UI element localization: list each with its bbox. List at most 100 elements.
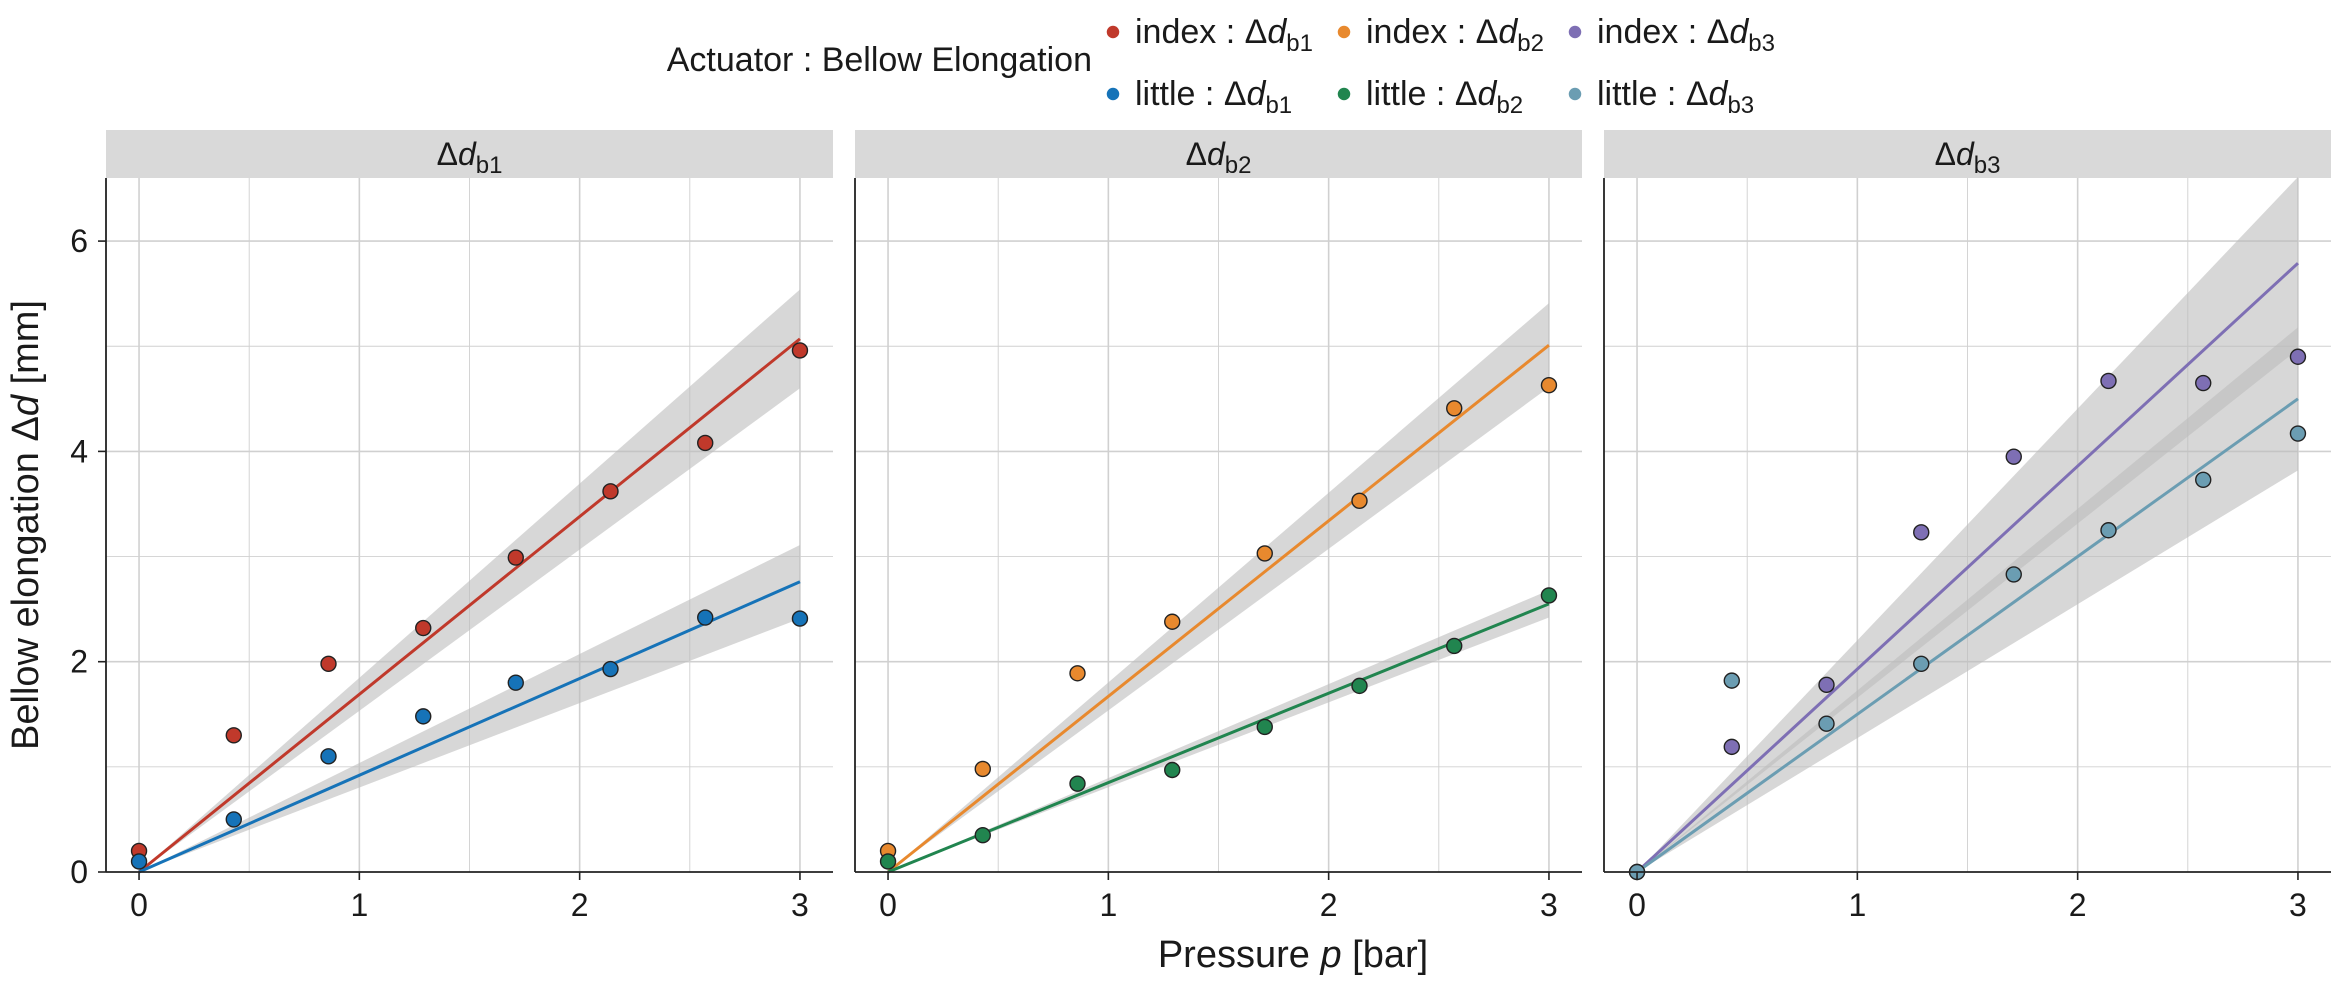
x-tick-label: 1 — [1099, 887, 1117, 923]
data-point — [1164, 613, 1181, 630]
legend-swatch — [1336, 86, 1352, 102]
legend-title: Actuator : Bellow Elongation — [667, 41, 1092, 79]
x-tick-label: 0 — [879, 887, 897, 923]
data-point — [697, 609, 714, 626]
data-point — [974, 760, 991, 778]
regression-line — [138, 337, 801, 874]
confidence-band — [1637, 176, 2298, 872]
legend-item: index : Δdb1 — [1105, 13, 1313, 57]
legend-label: index : Δdb1 — [1135, 13, 1313, 57]
legend-swatch — [1105, 24, 1121, 40]
data-point — [2195, 374, 2212, 392]
axis-titles: Pressure p [bar] Bellow elongation Δd [mm… — [5, 300, 1428, 976]
regression-line — [138, 580, 801, 874]
legend-swatch — [1567, 24, 1583, 40]
confidence-band — [888, 303, 1549, 872]
panel-2: Δdb2​ 0 1 2 3 — [854, 130, 1582, 923]
data-point — [2005, 566, 2022, 583]
legend-label: index : Δdb2 — [1366, 13, 1544, 57]
x-tick-label: 0 — [130, 887, 148, 923]
data-point — [225, 811, 242, 828]
data-point — [1069, 775, 1086, 792]
data-point — [1913, 655, 1930, 672]
facet-strip-label: Δdb2​ — [1186, 136, 1252, 179]
data-point — [1446, 400, 1463, 417]
x-tick-label: 3 — [791, 887, 809, 923]
panel-3: Δdb3​ 0 1 2 3 — [1603, 130, 2331, 923]
x-tick-label: 0 — [1628, 887, 1646, 923]
data-point — [320, 655, 337, 672]
facet-strip — [1604, 130, 2331, 178]
data-point — [320, 748, 337, 765]
data-point — [1351, 492, 1368, 510]
regression-line — [1636, 397, 2299, 874]
confidence-band — [139, 289, 800, 873]
data-point — [697, 434, 714, 452]
panel-1: Δdb1​ 0 1 2 3 0 2 4 6 — [70, 130, 833, 923]
regression-line — [887, 344, 1550, 874]
legend-label: little : Δdb2 — [1366, 75, 1523, 119]
confidence-band — [139, 544, 800, 872]
data-point — [1256, 718, 1273, 736]
y-tick-label: 2 — [70, 644, 88, 680]
data-point — [791, 610, 809, 627]
x-tick-label: 3 — [2289, 887, 2307, 923]
data-point — [1540, 587, 1558, 604]
regression-line — [1636, 262, 2299, 874]
x-tick-label: 2 — [571, 887, 589, 923]
legend-swatch — [1105, 86, 1121, 102]
data-point — [1164, 761, 1181, 779]
y-tick-label: 6 — [70, 223, 88, 259]
data-point — [1540, 376, 1558, 394]
y-axis-title: Bellow elongation Δd [mm] — [5, 300, 47, 750]
regression-line — [887, 602, 1550, 874]
legend-label: index : Δdb3 — [1597, 13, 1775, 57]
x-tick-label: 1 — [350, 887, 368, 923]
data-point — [415, 708, 432, 725]
data-point — [1913, 524, 1930, 541]
gridlines — [855, 178, 1582, 872]
data-point — [2005, 448, 2022, 465]
confidence-band — [888, 590, 1549, 872]
legend-item: index : Δdb3 — [1567, 13, 1775, 57]
x-tick-label: 3 — [1540, 887, 1558, 923]
confidence-band — [1637, 327, 2298, 872]
data-point — [602, 483, 619, 500]
data-point — [2289, 348, 2307, 365]
legend-item: little : Δdb1 — [1105, 75, 1292, 119]
y-tick-label: 0 — [70, 854, 88, 890]
legend-swatch — [1336, 24, 1352, 40]
facet-strip-label: Δdb1​ — [437, 136, 503, 179]
data-point — [1723, 672, 1740, 689]
data-point — [791, 342, 809, 359]
data-point — [2100, 372, 2117, 390]
data-point — [1818, 715, 1835, 732]
data-point — [507, 674, 524, 691]
y-tick-label: 4 — [70, 433, 88, 469]
facet-strip-label: Δdb3​ — [1935, 136, 2001, 179]
legend-item: index : Δdb2 — [1336, 13, 1544, 57]
data-point — [1723, 738, 1740, 756]
data-point — [1069, 665, 1086, 682]
x-tick-label: 2 — [2069, 887, 2087, 923]
data-point — [1256, 545, 1273, 562]
data-point — [130, 853, 148, 870]
data-point — [225, 727, 242, 744]
data-point — [602, 660, 619, 678]
panels: Δdb1​ 0 1 2 3 0 2 4 6 Δdb2​ 0 1 2 3 Δdb3​ 0 1 2 3 — [70, 130, 2331, 923]
legend: Actuator : Bellow Elongation index : Δdb1… — [667, 13, 1775, 119]
data-point — [507, 549, 524, 566]
facet-strip — [106, 130, 833, 178]
legend-item: little : Δdb2 — [1336, 75, 1523, 119]
legend-item: little : Δdb3 — [1567, 75, 1754, 119]
data-point — [1446, 637, 1463, 655]
legend-label: little : Δdb3 — [1597, 75, 1754, 119]
data-point — [1351, 677, 1368, 695]
data-point — [879, 853, 897, 870]
data-point — [974, 826, 991, 844]
x-tick-label: 2 — [1320, 887, 1338, 923]
data-point — [415, 619, 432, 637]
gridlines — [106, 178, 833, 872]
data-point — [1818, 676, 1835, 694]
